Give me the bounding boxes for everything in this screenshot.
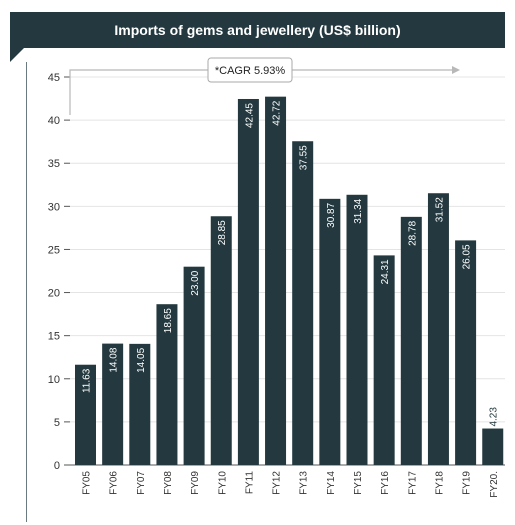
bar-value-label: 42.45: [244, 103, 255, 128]
x-axis-ticks: FY05 FY06 FY07 FY08 FY09 FY10 FY11 FY12 FY13 FY14…: [82, 471, 500, 498]
y-tick-label: 0: [54, 460, 60, 472]
cagr-arrowhead: [452, 66, 460, 74]
title-bar-notch: [10, 48, 24, 62]
x-tick-label: FY10: [217, 471, 228, 495]
y-tick-label: 5: [54, 417, 60, 429]
bar: [210, 216, 232, 465]
y-tick-label: 40: [48, 115, 60, 127]
x-tick-label: FY12: [272, 471, 283, 495]
x-tick-label: FY16: [380, 471, 391, 495]
bar-value-label: 31.34: [353, 198, 364, 223]
left-border-line: [26, 62, 27, 522]
x-tick-label: FY08: [163, 471, 174, 495]
cagr-arrow-line: [69, 69, 452, 115]
cagr-label-box: [207, 57, 293, 83]
bar-value-label: 42.72: [272, 100, 283, 125]
bar: [427, 193, 449, 466]
bar: [102, 343, 124, 465]
bar-value-label: 14.05: [136, 347, 147, 372]
bar-value-label: 18.65: [163, 308, 174, 333]
bar: [346, 194, 368, 466]
bars: 11.63 14.08 14.05 18.65 23.00 28.85 42.45 42.72…: [75, 96, 504, 466]
x-tick-label: FY11: [244, 471, 255, 495]
y-tick-label: 30: [48, 201, 60, 213]
bar: [482, 428, 504, 465]
bar: [292, 141, 314, 466]
y-tick-label: 25: [48, 244, 60, 256]
y-tick-label: 35: [48, 158, 60, 170]
y-tick-label: 45: [48, 72, 60, 84]
bar: [156, 304, 178, 465]
x-tick-label: FY07: [136, 471, 147, 495]
bar: [75, 364, 96, 465]
bar-value-label: 30.87: [326, 202, 337, 227]
x-tick-label: FY05: [82, 471, 93, 495]
cagr-annotation: *CAGR 5.93%: [69, 57, 460, 115]
bar-value-label: 11.63: [82, 368, 93, 393]
bar: [455, 240, 477, 465]
bar: [400, 216, 422, 465]
chart-title-bar: Imports of gems and jewellery (US$ billi…: [10, 12, 505, 48]
bar-value-label: 28.85: [217, 220, 228, 245]
x-tick-label: FY20.: [489, 471, 500, 498]
bar-value-label: 26.05: [462, 244, 473, 269]
bar-value-label: 28.78: [407, 220, 418, 245]
x-tick-label: FY09: [190, 471, 201, 495]
bar-value-label: 23.00: [190, 270, 201, 295]
x-tick-label: FY06: [109, 471, 120, 495]
bar-value-label: 31.52: [434, 197, 445, 222]
cagr-label: *CAGR 5.93%: [215, 65, 286, 77]
y-tick-label: 15: [48, 331, 60, 343]
bar-value-label: 24.31: [380, 259, 391, 284]
bar: [183, 266, 205, 465]
bar-value-label: 14.08: [109, 347, 120, 372]
bar-value-label: 37.55: [299, 145, 310, 170]
y-tick-label: 20: [48, 288, 60, 300]
bar: [237, 98, 259, 465]
x-tick-label: FY18: [434, 471, 445, 495]
bar: [319, 198, 341, 465]
bar-value-label: 4.23: [489, 407, 500, 427]
x-tick-label: FY17: [407, 471, 418, 495]
bar: [129, 343, 151, 465]
bar: [265, 96, 287, 466]
x-tick-label: FY19: [462, 471, 473, 495]
x-tick-label: FY15: [353, 471, 364, 495]
y-axis-ticks: 0 5 10 15 20 25 30 35 40 45: [48, 72, 70, 472]
chart-title: Imports of gems and jewellery (US$ billi…: [114, 22, 401, 38]
y-tick-label: 10: [48, 374, 60, 386]
x-tick-label: FY13: [299, 471, 310, 495]
x-tick-label: FY14: [326, 471, 337, 495]
bar: [373, 255, 395, 465]
